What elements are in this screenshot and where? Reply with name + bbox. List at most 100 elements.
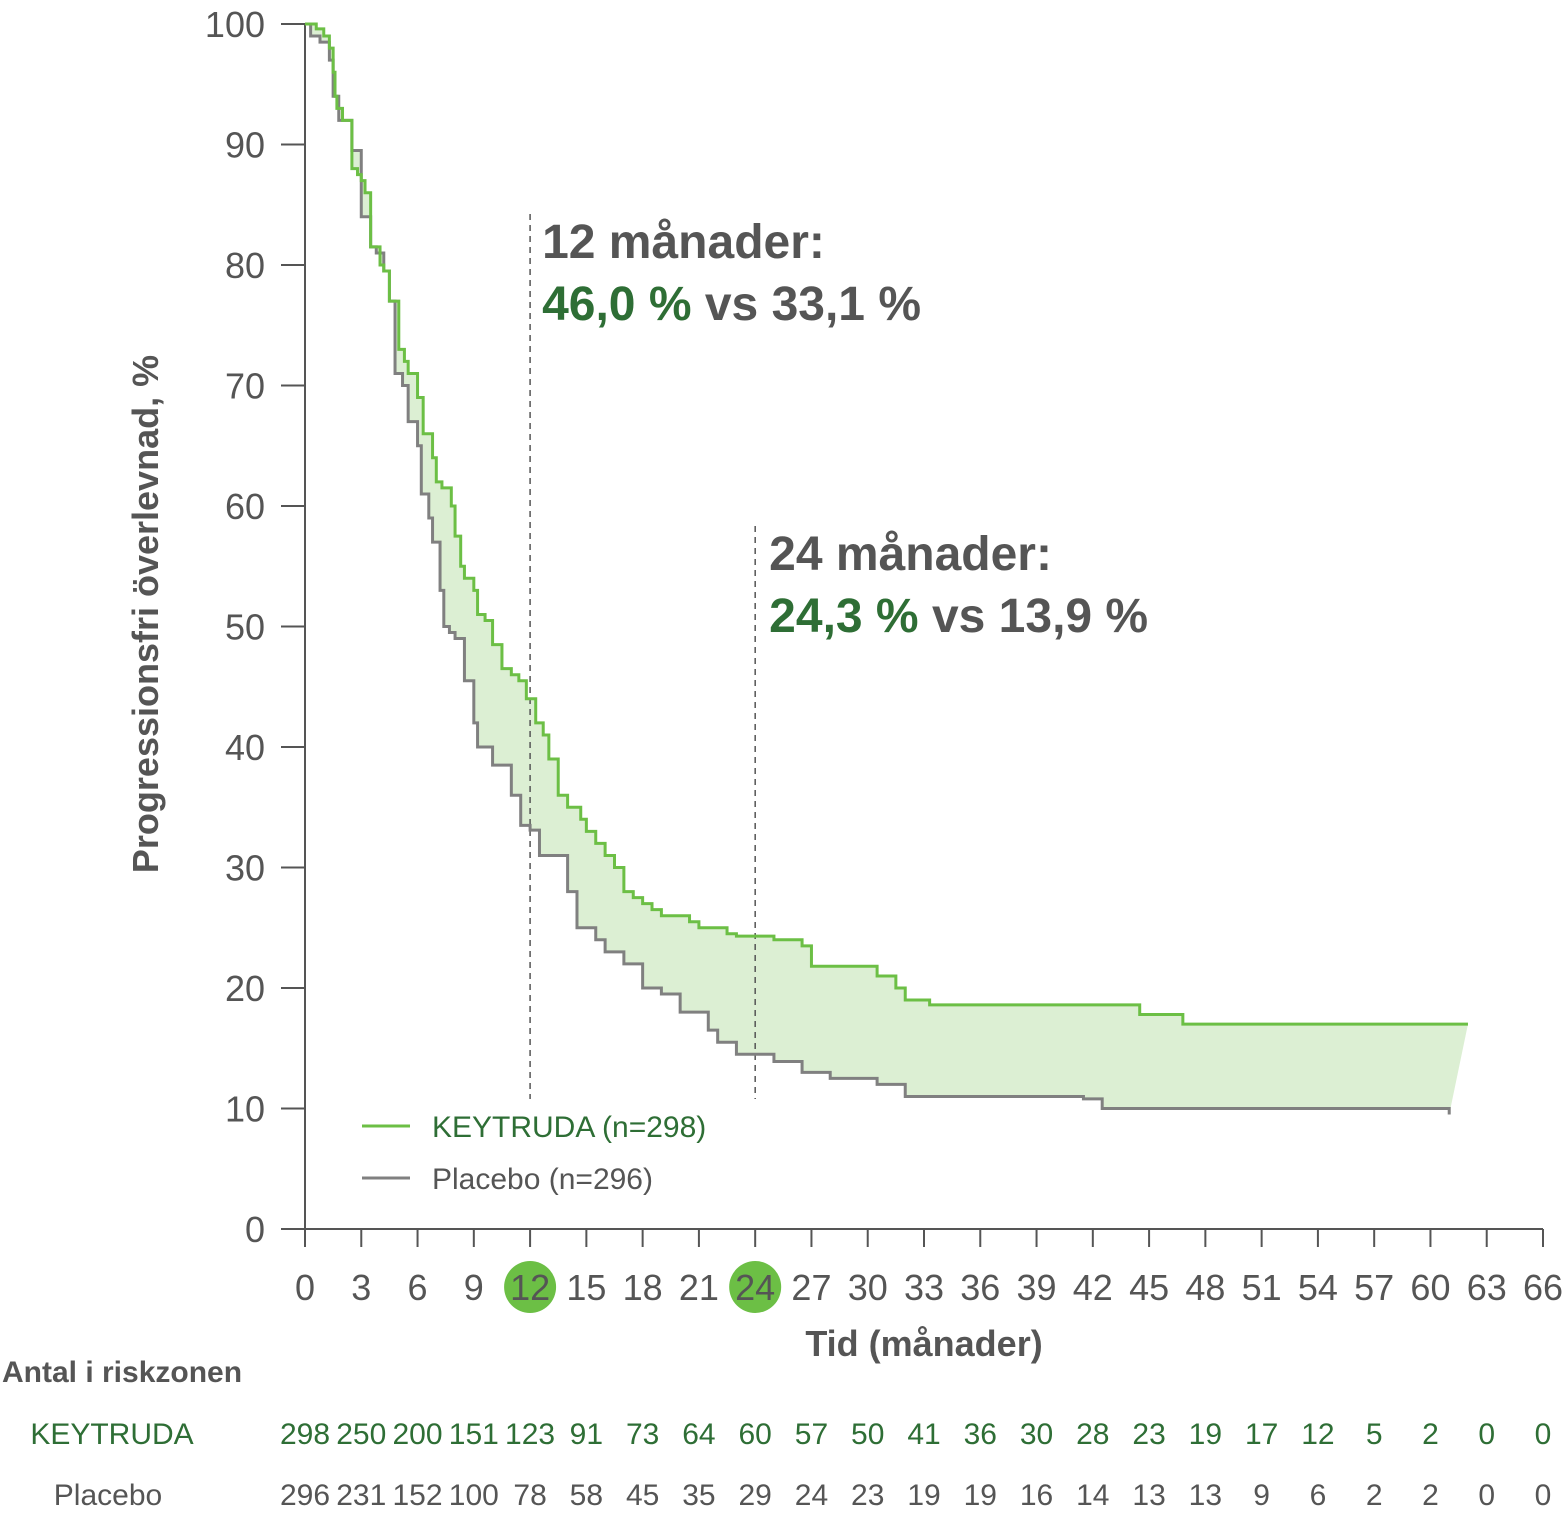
y-axis-title: Progressionsfri överlevnad, % bbox=[125, 355, 166, 873]
risk-value-keytruda: 5 bbox=[1366, 1418, 1383, 1451]
risk-row-label-keytruda: KEYTRUDA bbox=[30, 1418, 193, 1451]
series-line-keytruda bbox=[305, 22, 1468, 1026]
legend-label-keytruda: KEYTRUDA (n=298) bbox=[432, 1111, 706, 1144]
risk-value-keytruda: 298 bbox=[280, 1418, 330, 1451]
legend-label-placebo: Placebo (n=296) bbox=[432, 1163, 653, 1196]
legend: KEYTRUDA (n=298) Placebo (n=296) bbox=[362, 1111, 706, 1196]
risk-value-keytruda: 17 bbox=[1245, 1418, 1278, 1451]
risk-value-keytruda: 60 bbox=[738, 1418, 771, 1451]
x-tick-label: 60 bbox=[1410, 1267, 1450, 1308]
risk-value-placebo: 24 bbox=[795, 1479, 828, 1512]
x-tick-label: 21 bbox=[679, 1267, 719, 1308]
x-axis-title: Tid (månader) bbox=[805, 1323, 1042, 1364]
risk-value-keytruda: 250 bbox=[336, 1418, 386, 1451]
risk-value-placebo: 16 bbox=[1020, 1479, 1053, 1512]
risk-value-placebo: 6 bbox=[1310, 1479, 1327, 1512]
risk-value-keytruda: 41 bbox=[907, 1418, 940, 1451]
x-tick-highlight-circle bbox=[504, 1261, 557, 1313]
x-tick-label: 39 bbox=[1017, 1267, 1057, 1308]
annotations: 12 månader: 46,0 % vs 33,1 % 24 månader: 24… bbox=[542, 216, 1148, 643]
risk-value-placebo: 35 bbox=[682, 1479, 715, 1512]
risk-value-keytruda: 200 bbox=[393, 1418, 443, 1451]
risk-value-placebo: 100 bbox=[449, 1479, 499, 1512]
x-tick-label: 12 bbox=[510, 1267, 550, 1308]
risk-value-placebo: 29 bbox=[738, 1479, 771, 1512]
risk-value-placebo: 9 bbox=[1253, 1479, 1270, 1512]
y-tick-label: 10 bbox=[225, 1089, 265, 1130]
risk-value-placebo: 13 bbox=[1189, 1479, 1222, 1512]
annotation-value-placebo: 33,1 % bbox=[772, 278, 921, 331]
risk-value-keytruda: 50 bbox=[851, 1418, 884, 1451]
risk-value-keytruda: 28 bbox=[1076, 1418, 1109, 1451]
x-tick-label: 30 bbox=[848, 1267, 888, 1308]
risk-value-keytruda: 0 bbox=[1535, 1418, 1552, 1451]
y-tick-label: 70 bbox=[225, 366, 265, 407]
y-tick-label: 50 bbox=[225, 607, 265, 648]
risk-value-placebo: 0 bbox=[1535, 1479, 1552, 1512]
x-tick-label: 66 bbox=[1523, 1267, 1563, 1308]
x-tick-label: 24 bbox=[735, 1267, 775, 1308]
risk-value-placebo: 45 bbox=[626, 1479, 659, 1512]
risk-value-placebo: 14 bbox=[1076, 1479, 1109, 1512]
risk-value-placebo: 78 bbox=[513, 1479, 546, 1512]
annotation-vs: vs bbox=[692, 278, 772, 331]
risk-value-placebo: 0 bbox=[1478, 1479, 1495, 1512]
annotation-value-keytruda: 46,0 % bbox=[542, 278, 691, 331]
risk-value-placebo: 152 bbox=[393, 1479, 443, 1512]
series-lines bbox=[305, 22, 1468, 1115]
x-tick-label: 48 bbox=[1185, 1267, 1225, 1308]
risk-value-placebo: 13 bbox=[1132, 1479, 1165, 1512]
risk-value-keytruda: 0 bbox=[1478, 1418, 1495, 1451]
x-tick-label: 27 bbox=[791, 1267, 831, 1308]
y-tick-label: 40 bbox=[225, 727, 265, 768]
risk-table: KEYTRUDA 298 250 200 151 123 91 73 64 60 57 50 41 36 3… bbox=[30, 1418, 1551, 1512]
risk-value-keytruda: 151 bbox=[449, 1418, 499, 1451]
risk-row-label-placebo: Placebo bbox=[54, 1479, 162, 1512]
x-tick-label: 3 bbox=[351, 1267, 371, 1308]
risk-value-keytruda: 36 bbox=[964, 1418, 997, 1451]
risk-value-keytruda: 123 bbox=[505, 1418, 555, 1451]
x-tick-label: 57 bbox=[1354, 1267, 1394, 1308]
risk-value-keytruda: 2 bbox=[1422, 1418, 1439, 1451]
risk-value-placebo: 23 bbox=[851, 1479, 884, 1512]
x-ticks: 0 3 6 9 12 15 18 21 24 27 30 33 36 39 42 45 48 51 54 57 60 63… bbox=[295, 1229, 1563, 1313]
x-tick-label: 0 bbox=[295, 1267, 315, 1308]
risk-value-keytruda: 91 bbox=[570, 1418, 603, 1451]
annotation-value-keytruda: 24,3 % bbox=[769, 590, 918, 643]
x-tick-label: 9 bbox=[464, 1267, 484, 1308]
annotation-vs: vs bbox=[919, 590, 999, 643]
risk-table-title: Antal i riskzonen bbox=[2, 1356, 242, 1389]
risk-value-placebo: 19 bbox=[907, 1479, 940, 1512]
risk-value-keytruda: 23 bbox=[1132, 1418, 1165, 1451]
x-tick-label: 15 bbox=[566, 1267, 606, 1308]
x-tick-label: 18 bbox=[623, 1267, 663, 1308]
risk-value-keytruda: 12 bbox=[1301, 1418, 1334, 1451]
risk-value-placebo: 19 bbox=[964, 1479, 997, 1512]
y-tick-label: 30 bbox=[225, 848, 265, 889]
risk-value-keytruda: 30 bbox=[1020, 1418, 1053, 1451]
x-tick-label: 42 bbox=[1073, 1267, 1113, 1308]
risk-value-keytruda: 57 bbox=[795, 1418, 828, 1451]
annotation-heading: 24 månader: bbox=[769, 528, 1052, 581]
risk-value-placebo: 2 bbox=[1366, 1479, 1383, 1512]
x-tick-label: 63 bbox=[1467, 1267, 1507, 1308]
annotation-values: 24,3 % vs 13,9 % bbox=[769, 590, 1148, 643]
x-tick-label: 36 bbox=[960, 1267, 1000, 1308]
x-tick-label: 54 bbox=[1298, 1267, 1338, 1308]
risk-value-placebo: 2 bbox=[1422, 1479, 1439, 1512]
x-tick-label: 51 bbox=[1242, 1267, 1282, 1308]
x-tick-highlight-circle bbox=[729, 1261, 782, 1313]
reference-lines bbox=[529, 214, 756, 1099]
risk-value-placebo: 58 bbox=[570, 1479, 603, 1512]
risk-value-keytruda: 19 bbox=[1189, 1418, 1222, 1451]
y-tick-label: 90 bbox=[225, 125, 265, 166]
x-tick-label: 33 bbox=[904, 1267, 944, 1308]
y-tick-label: 100 bbox=[205, 4, 265, 45]
risk-value-placebo: 296 bbox=[280, 1479, 330, 1512]
risk-value-keytruda: 64 bbox=[682, 1418, 715, 1451]
y-tick-label: 80 bbox=[225, 245, 265, 286]
x-tick-label: 6 bbox=[408, 1267, 428, 1308]
risk-value-keytruda: 73 bbox=[626, 1418, 659, 1451]
risk-value-placebo: 231 bbox=[336, 1479, 386, 1512]
